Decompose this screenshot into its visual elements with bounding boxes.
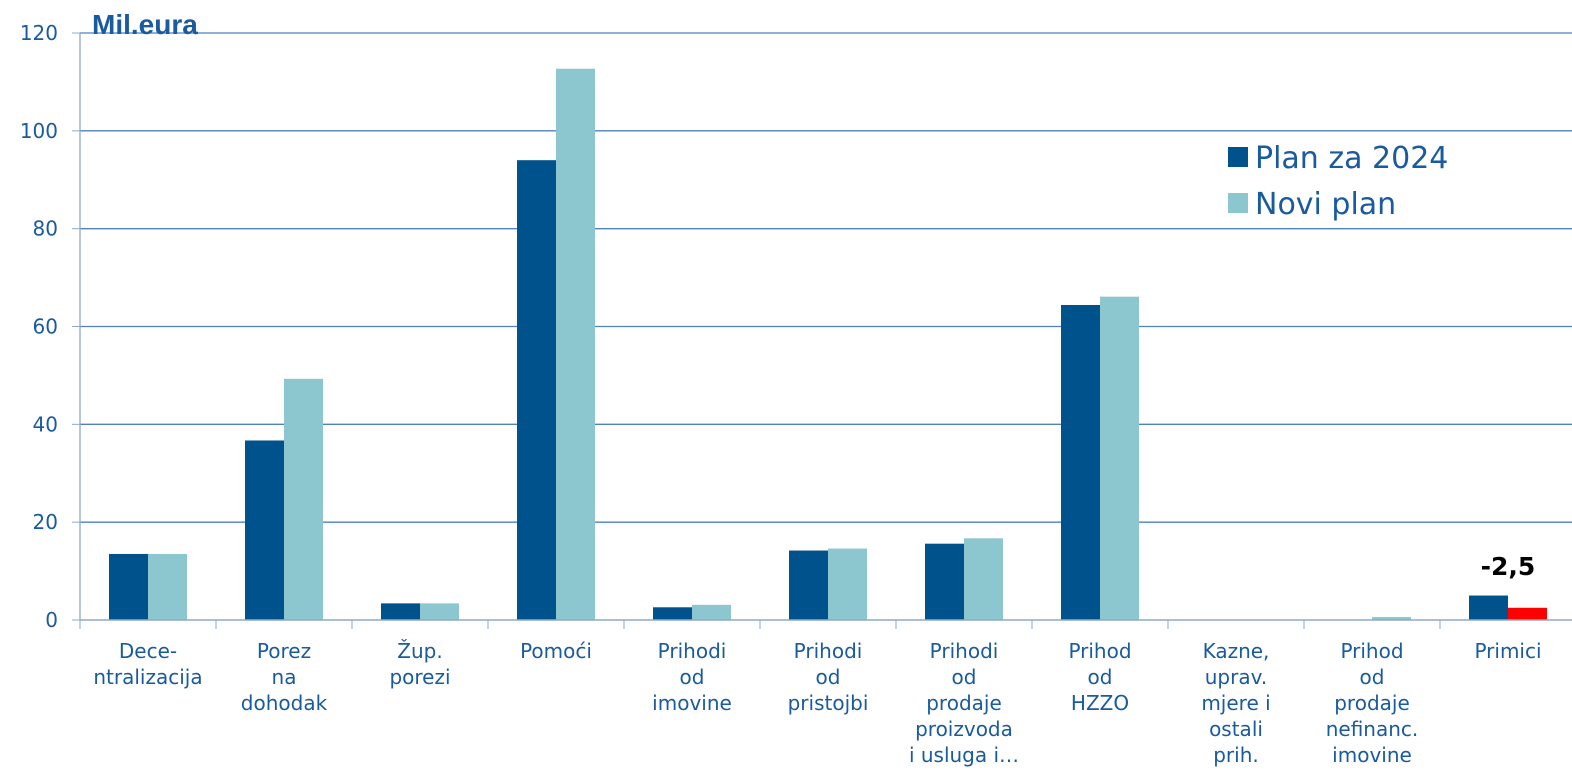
annotation-box bbox=[1448, 546, 1568, 588]
bar-novi-plan bbox=[556, 68, 595, 620]
bar-plan-za-2024 bbox=[789, 550, 828, 620]
bar-plan-za-2024 bbox=[109, 553, 148, 620]
x-category-label: Prihod od prodaje nefinanc. imovine bbox=[1326, 639, 1419, 767]
y-tick-label: 0 bbox=[45, 608, 58, 632]
x-axis: Dece-ntralizacija Porez na dohodak Žup. porez… bbox=[79, 619, 1572, 767]
bar-plan-za-2024 bbox=[1061, 304, 1100, 620]
annotation: -2,5 bbox=[1448, 546, 1568, 588]
x-category-label: Prihodi od imovine bbox=[652, 639, 732, 715]
bar-plan-za-2024 bbox=[1469, 595, 1508, 620]
bar-novi-plan bbox=[1508, 607, 1547, 620]
bar-novi-plan bbox=[420, 603, 459, 620]
y-axis: 0 20 40 60 80 100 120 bbox=[20, 21, 81, 632]
x-category-label: Prihod od HZZO bbox=[1068, 639, 1131, 715]
bars bbox=[109, 68, 1547, 620]
bar-plan-za-2024 bbox=[381, 603, 420, 620]
bar-plan-za-2024 bbox=[517, 160, 556, 620]
legend-label: Novi plan bbox=[1255, 187, 1396, 222]
bar-novi-plan bbox=[1372, 617, 1411, 620]
unit-label: Mil.eura bbox=[92, 9, 198, 40]
x-category-label: Porez na dohodak bbox=[241, 639, 328, 715]
bar-plan-za-2024 bbox=[653, 607, 692, 620]
x-category-label: Pomoći bbox=[520, 639, 592, 663]
bar-novi-plan bbox=[1100, 296, 1139, 620]
y-tick-label: 80 bbox=[33, 217, 58, 241]
legend-swatch bbox=[1228, 147, 1248, 167]
x-category-label: Kazne, uprav. mjere i ostali prih. bbox=[1201, 639, 1270, 767]
legend: Plan za 2024 Novi plan bbox=[1228, 141, 1448, 222]
bar-novi-plan bbox=[148, 553, 187, 620]
bar-novi-plan bbox=[284, 378, 323, 620]
y-tick-label: 20 bbox=[33, 510, 58, 534]
y-tick-label: 120 bbox=[20, 21, 58, 45]
x-category-label: Prihodi od pristojbi bbox=[788, 639, 869, 715]
legend-label: Plan za 2024 bbox=[1255, 141, 1448, 176]
annotation-label: -2,5 bbox=[1481, 552, 1536, 581]
bar-plan-za-2024 bbox=[925, 543, 964, 620]
grid-lines bbox=[80, 32, 1572, 523]
bar-novi-plan bbox=[692, 604, 731, 620]
y-tick-label: 40 bbox=[33, 412, 58, 436]
x-category-label: Dece-ntralizacija bbox=[93, 639, 202, 689]
y-tick-label: 60 bbox=[33, 315, 58, 339]
bar-plan-za-2024 bbox=[245, 440, 284, 620]
bar-novi-plan bbox=[828, 548, 867, 620]
x-category-label: Primici bbox=[1474, 639, 1541, 663]
x-category-label: Žup. porezi bbox=[389, 639, 450, 689]
y-tick-label: 100 bbox=[20, 119, 58, 143]
legend-swatch bbox=[1228, 193, 1248, 213]
bar-novi-plan bbox=[964, 538, 1003, 620]
x-category-label: Prihodi od prodaje proizvoda i usluga i… bbox=[909, 639, 1019, 767]
